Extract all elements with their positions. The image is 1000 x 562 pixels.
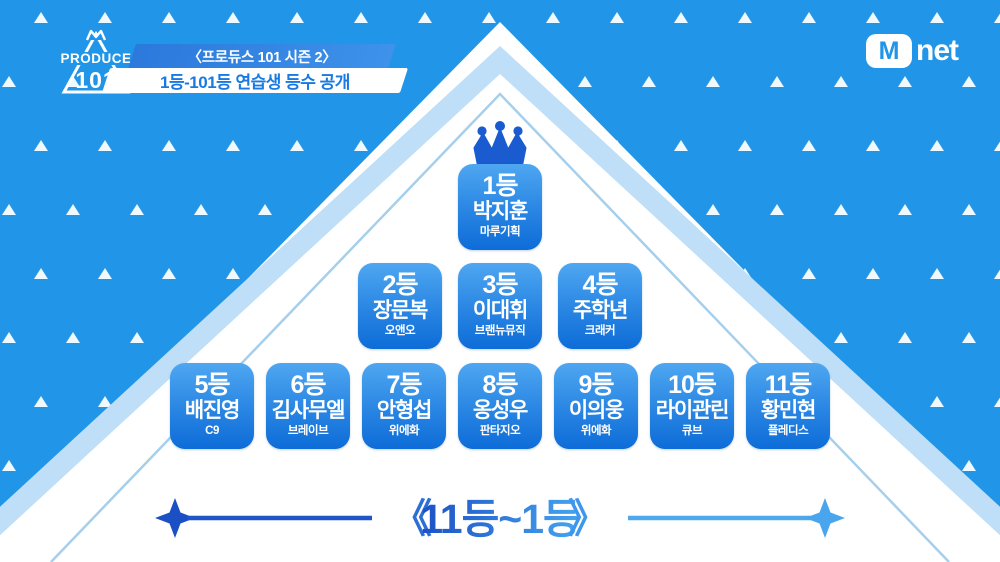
- rank-label: 8등: [482, 371, 519, 400]
- trainee-name: 옹성우: [472, 398, 529, 422]
- rank-label: 4등: [582, 271, 619, 300]
- rank-card-8: 8등 옹성우 판타지오: [458, 363, 542, 449]
- rank-label: 9등: [578, 371, 615, 400]
- mnet-wordmark: net: [916, 34, 959, 67]
- rank-card-10: 10등 라이관린 큐브: [650, 363, 734, 449]
- agency-name: C9: [205, 424, 219, 437]
- produce101-logo: PRODUCE 101: [56, 26, 136, 106]
- rank-card-2: 2등 장문복 오앤오: [358, 263, 442, 349]
- agency-name: 브레이브: [287, 424, 329, 437]
- rank-range-banner: 《 11등~1등 》: [140, 480, 860, 556]
- agency-name: 브랜뉴뮤직: [474, 324, 526, 337]
- rank-label: 5등: [194, 371, 231, 400]
- trainee-name: 배진영: [184, 398, 241, 422]
- rank-label: 7등: [386, 371, 423, 400]
- left-chevron-icon: 《: [392, 497, 432, 541]
- rank-card-4: 4등 주학년 크래커: [558, 263, 642, 349]
- rank-card-3: 3등 이대휘 브랜뉴뮤직: [458, 263, 542, 349]
- agency-name: 오앤오: [384, 324, 416, 337]
- trainee-name: 라이관린: [655, 398, 730, 422]
- episode-ribbon: 1등-101등 연습생 등수 공개: [101, 68, 409, 93]
- right-chevron-icon: 》: [568, 497, 608, 541]
- trainee-name: 장문복: [372, 298, 429, 322]
- agency-name: 마루기획: [479, 225, 521, 238]
- trainee-name: 주학년: [572, 298, 629, 322]
- agency-name: 판타지오: [479, 424, 521, 437]
- agency-name: 크래커: [584, 324, 616, 337]
- trainee-name: 이대휘: [472, 298, 529, 322]
- left-sparkle-icon: [155, 498, 195, 538]
- season-title: 〈프로듀스 101 시즌 2〉: [187, 49, 337, 66]
- rank-label: 3등: [482, 271, 519, 300]
- rank-card-7: 7등 안형섭 위에화: [362, 363, 446, 449]
- season-ribbon: 〈프로듀스 101 시즌 2〉: [128, 44, 396, 68]
- episode-subtitle: 1등-101등 연습생 등수 공개: [160, 73, 350, 92]
- trainee-name: 황민현: [760, 398, 817, 422]
- agency-name: 플레디스: [767, 424, 809, 437]
- right-sparkle-icon: [805, 498, 845, 538]
- rank-label: 10등: [668, 371, 717, 400]
- agency-name: 위에화: [580, 424, 612, 437]
- mnet-logo: M net: [866, 34, 959, 68]
- trainee-name: 안형섭: [376, 398, 433, 422]
- rank-label: 11등: [764, 371, 812, 400]
- produce101-logo-mark: PRODUCE 101: [58, 29, 134, 94]
- trainee-name: 이의웅: [568, 398, 625, 422]
- rank-label: 6등: [290, 371, 327, 400]
- rank-range-label: 11등~1등: [420, 496, 580, 542]
- rank-card-1: 1등 박지훈 마루기획: [458, 164, 542, 250]
- rank-label: 2등: [382, 271, 419, 300]
- trainee-name: 김사무엘: [271, 398, 346, 422]
- rank-label: 1등: [482, 172, 519, 201]
- agency-name: 위에화: [388, 424, 420, 437]
- agency-name: 큐브: [681, 424, 703, 437]
- mnet-m-icon: M: [866, 34, 912, 68]
- rank-card-9: 9등 이의웅 위에화: [554, 363, 638, 449]
- rank-card-5: 5등 배진영 C9: [170, 363, 254, 449]
- logo-produce-text: PRODUCE: [60, 51, 131, 66]
- trainee-name: 박지훈: [472, 199, 529, 223]
- rank-card-6: 6등 김사무엘 브레이브: [266, 363, 350, 449]
- rank-card-11: 11등 황민현 플레디스: [746, 363, 830, 449]
